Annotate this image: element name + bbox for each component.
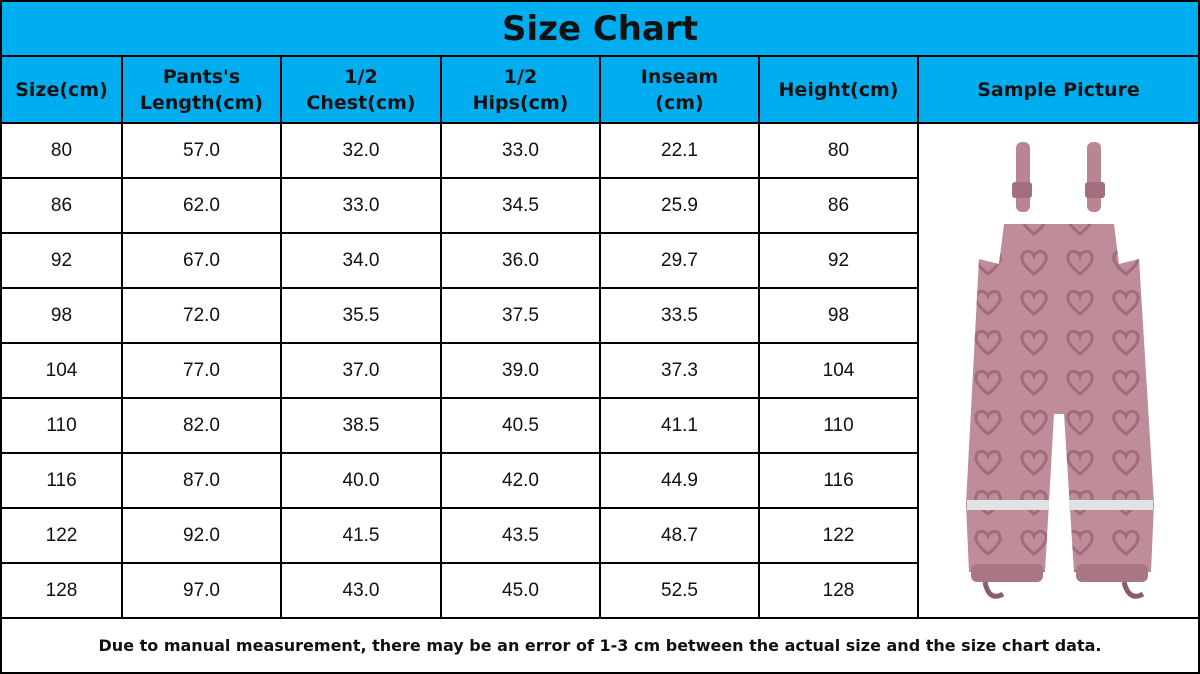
table-cell: 87.0 xyxy=(123,454,280,507)
table-cell: 37.3 xyxy=(601,344,758,397)
column-header: Pants's Length(cm) xyxy=(123,57,280,122)
table-cell: 22.1 xyxy=(601,124,758,177)
table-cell: 42.0 xyxy=(442,454,599,507)
table-cell: 128 xyxy=(760,564,917,617)
table-cell: 80 xyxy=(760,124,917,177)
table-cell: 97.0 xyxy=(123,564,280,617)
column-header: Inseam (cm) xyxy=(601,57,758,122)
table-cell: 110 xyxy=(2,399,121,452)
table-cell: 33.0 xyxy=(442,124,599,177)
table-cell: 82.0 xyxy=(123,399,280,452)
sample-picture xyxy=(919,124,1198,617)
table-cell: 33.5 xyxy=(601,289,758,342)
note: Due to manual measurement, there may be … xyxy=(2,619,1198,672)
table-cell: 116 xyxy=(2,454,121,507)
table-cell: 35.5 xyxy=(282,289,440,342)
table-cell: 43.0 xyxy=(282,564,440,617)
table-cell: 128 xyxy=(2,564,121,617)
column-header: 1/2 Chest(cm) xyxy=(282,57,440,122)
table-cell: 122 xyxy=(760,509,917,562)
table-cell: 40.0 xyxy=(282,454,440,507)
table-cell: 104 xyxy=(760,344,917,397)
table-cell: 45.0 xyxy=(442,564,599,617)
table-cell: 29.7 xyxy=(601,234,758,287)
table-cell: 104 xyxy=(2,344,121,397)
table-cell: 122 xyxy=(2,509,121,562)
table-cell: 92.0 xyxy=(123,509,280,562)
table-cell: 37.5 xyxy=(442,289,599,342)
table-cell: 34.0 xyxy=(282,234,440,287)
table-cell: 36.0 xyxy=(442,234,599,287)
table-cell: 43.5 xyxy=(442,509,599,562)
table-cell: 77.0 xyxy=(123,344,280,397)
table-cell: 98 xyxy=(2,289,121,342)
table-cell: 116 xyxy=(760,454,917,507)
table-cell: 86 xyxy=(760,179,917,232)
table-cell: 92 xyxy=(760,234,917,287)
table-cell: 44.9 xyxy=(601,454,758,507)
column-header: Height(cm) xyxy=(760,57,917,122)
table-cell: 52.5 xyxy=(601,564,758,617)
table-cell: 72.0 xyxy=(123,289,280,342)
table-cell: 25.9 xyxy=(601,179,758,232)
table-cell: 41.5 xyxy=(282,509,440,562)
column-header: Sample Picture xyxy=(919,57,1198,122)
table-cell: 33.0 xyxy=(282,179,440,232)
column-header: Size(cm) xyxy=(2,57,121,122)
table-cell: 110 xyxy=(760,399,917,452)
table-cell: 98 xyxy=(760,289,917,342)
table-cell: 32.0 xyxy=(282,124,440,177)
column-header: 1/2 Hips(cm) xyxy=(442,57,599,122)
table-cell: 40.5 xyxy=(442,399,599,452)
table-cell: 48.7 xyxy=(601,509,758,562)
overalls-illustration xyxy=(966,142,1154,599)
table-cell: 38.5 xyxy=(282,399,440,452)
table-cell: 62.0 xyxy=(123,179,280,232)
table-cell: 92 xyxy=(2,234,121,287)
table-cell: 57.0 xyxy=(123,124,280,177)
table-cell: 86 xyxy=(2,179,121,232)
table-cell: 67.0 xyxy=(123,234,280,287)
table-cell: 34.5 xyxy=(442,179,599,232)
title: Size Chart xyxy=(2,2,1198,55)
table-cell: 37.0 xyxy=(282,344,440,397)
table-cell: 39.0 xyxy=(442,344,599,397)
table-cell: 41.1 xyxy=(601,399,758,452)
table-cell: 80 xyxy=(2,124,121,177)
